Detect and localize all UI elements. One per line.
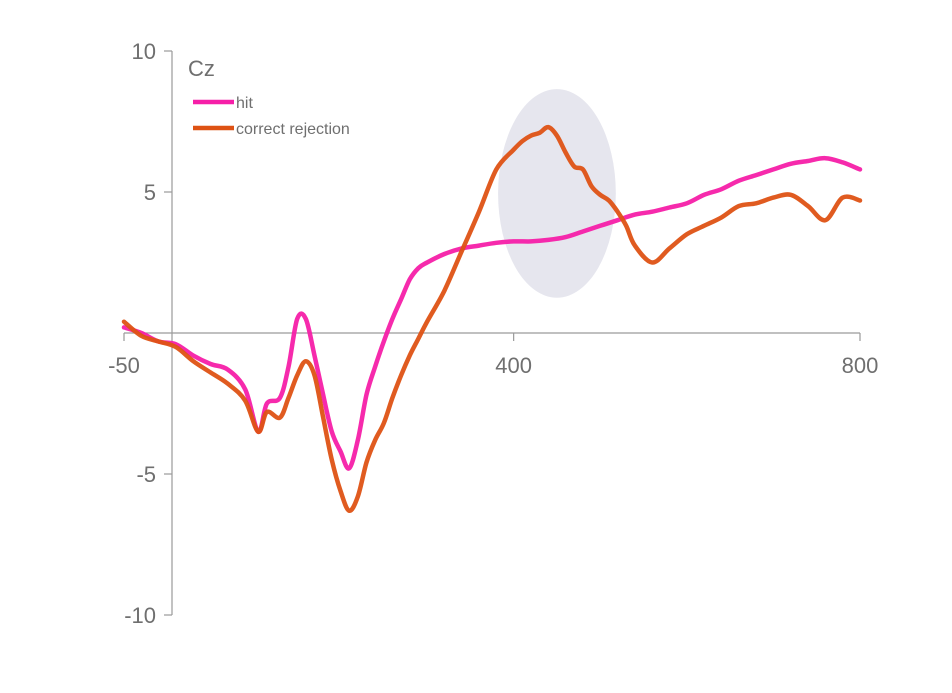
x-tick-label: -50 bbox=[108, 353, 140, 378]
x-tick-label: 400 bbox=[495, 353, 532, 378]
tick-labels-layer: 10 5 -5 -10 -50 400 800 bbox=[108, 39, 878, 628]
legend-label: hit bbox=[236, 95, 253, 112]
y-tick-label: -10 bbox=[124, 603, 156, 628]
legend-label: correct rejection bbox=[236, 121, 350, 138]
highlight-ellipse bbox=[498, 89, 616, 298]
chart-title: Cz bbox=[188, 56, 215, 81]
y-tick-label: 10 bbox=[132, 39, 156, 64]
legend: hit correct rejection bbox=[193, 95, 350, 138]
highlight-region-layer bbox=[498, 89, 616, 298]
series-line-correct-rejection bbox=[121, 124, 863, 513]
series-layer bbox=[121, 124, 863, 513]
y-tick-label: -5 bbox=[136, 462, 156, 487]
axes-layer bbox=[123, 50, 861, 616]
x-tick-label: 800 bbox=[842, 353, 879, 378]
y-tick-label: 5 bbox=[144, 180, 156, 205]
